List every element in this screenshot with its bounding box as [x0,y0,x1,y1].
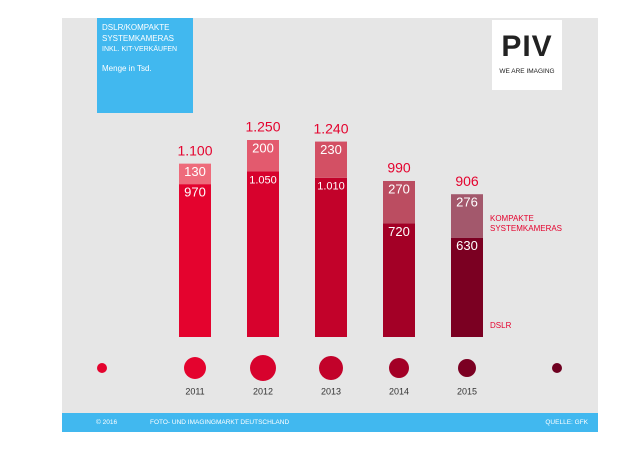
timeline-dot [458,359,476,377]
x-tick-label: 2011 [185,386,204,396]
footer-text: FOTO- UND IMAGINGMARKT DEUTSCHLAND [150,419,290,426]
value-label: 276 [456,195,478,210]
source: QUELLE: GFK [545,419,588,426]
legend-label: DSLR [490,321,512,330]
bar-segment [383,223,415,337]
total-label: 906 [455,173,479,189]
value-label: 1.010 [317,181,345,193]
x-tick-label: 2014 [389,386,409,396]
timeline-dot [184,357,206,379]
value-label: 1.050 [249,174,277,186]
subtitle: INKL. KIT-VERKÄUFEN [102,46,178,53]
legend-label: KOMPAKTE SYSTEMKAMERAS [490,214,563,233]
value-label: 130 [184,164,206,179]
value-label: 630 [456,238,478,253]
title: DSLR/KOMPAKTE SYSTEMKAMERAS [102,23,175,43]
value-label: 230 [320,142,342,157]
value-label: 200 [252,140,274,155]
value-label: 270 [388,181,410,196]
timeline-dot [389,358,409,378]
total-label: 1.240 [313,120,348,136]
bar-segment [247,171,279,337]
bar-segment [247,140,279,172]
total-label: 990 [387,160,411,176]
timeline-end [552,363,562,373]
x-tick-label: 2012 [253,386,273,396]
info-box: DSLR/KOMPAKTE SYSTEMKAMERAS INKL. KIT-VE… [97,18,193,113]
x-tick-label: 2015 [457,386,477,396]
logo-mark: PIV [501,30,553,63]
bar-segment [451,194,483,238]
x-tick-label: 2013 [321,386,341,396]
total-label: 1.100 [177,142,212,158]
bar-segment [315,177,347,337]
logo: PIV WE ARE IMAGING [492,20,562,90]
logo-tagline: WE ARE IMAGING [499,68,555,75]
bar-segment [179,163,211,185]
bar-segment [315,141,347,178]
unit: Menge in Tsd. [102,64,152,73]
value-label: 720 [388,224,410,239]
bar-segment [383,180,415,224]
copyright: © 2016 [96,419,118,426]
timeline-dot [250,355,276,381]
footer: © 2016 FOTO- UND IMAGINGMARKT DEUTSCHLAN… [62,413,598,432]
bar-segment [451,237,483,337]
bar-segment [179,184,211,337]
value-label: 970 [184,185,206,200]
timeline-dot [319,356,343,380]
total-label: 1.250 [245,119,280,135]
timeline-end [97,363,107,373]
